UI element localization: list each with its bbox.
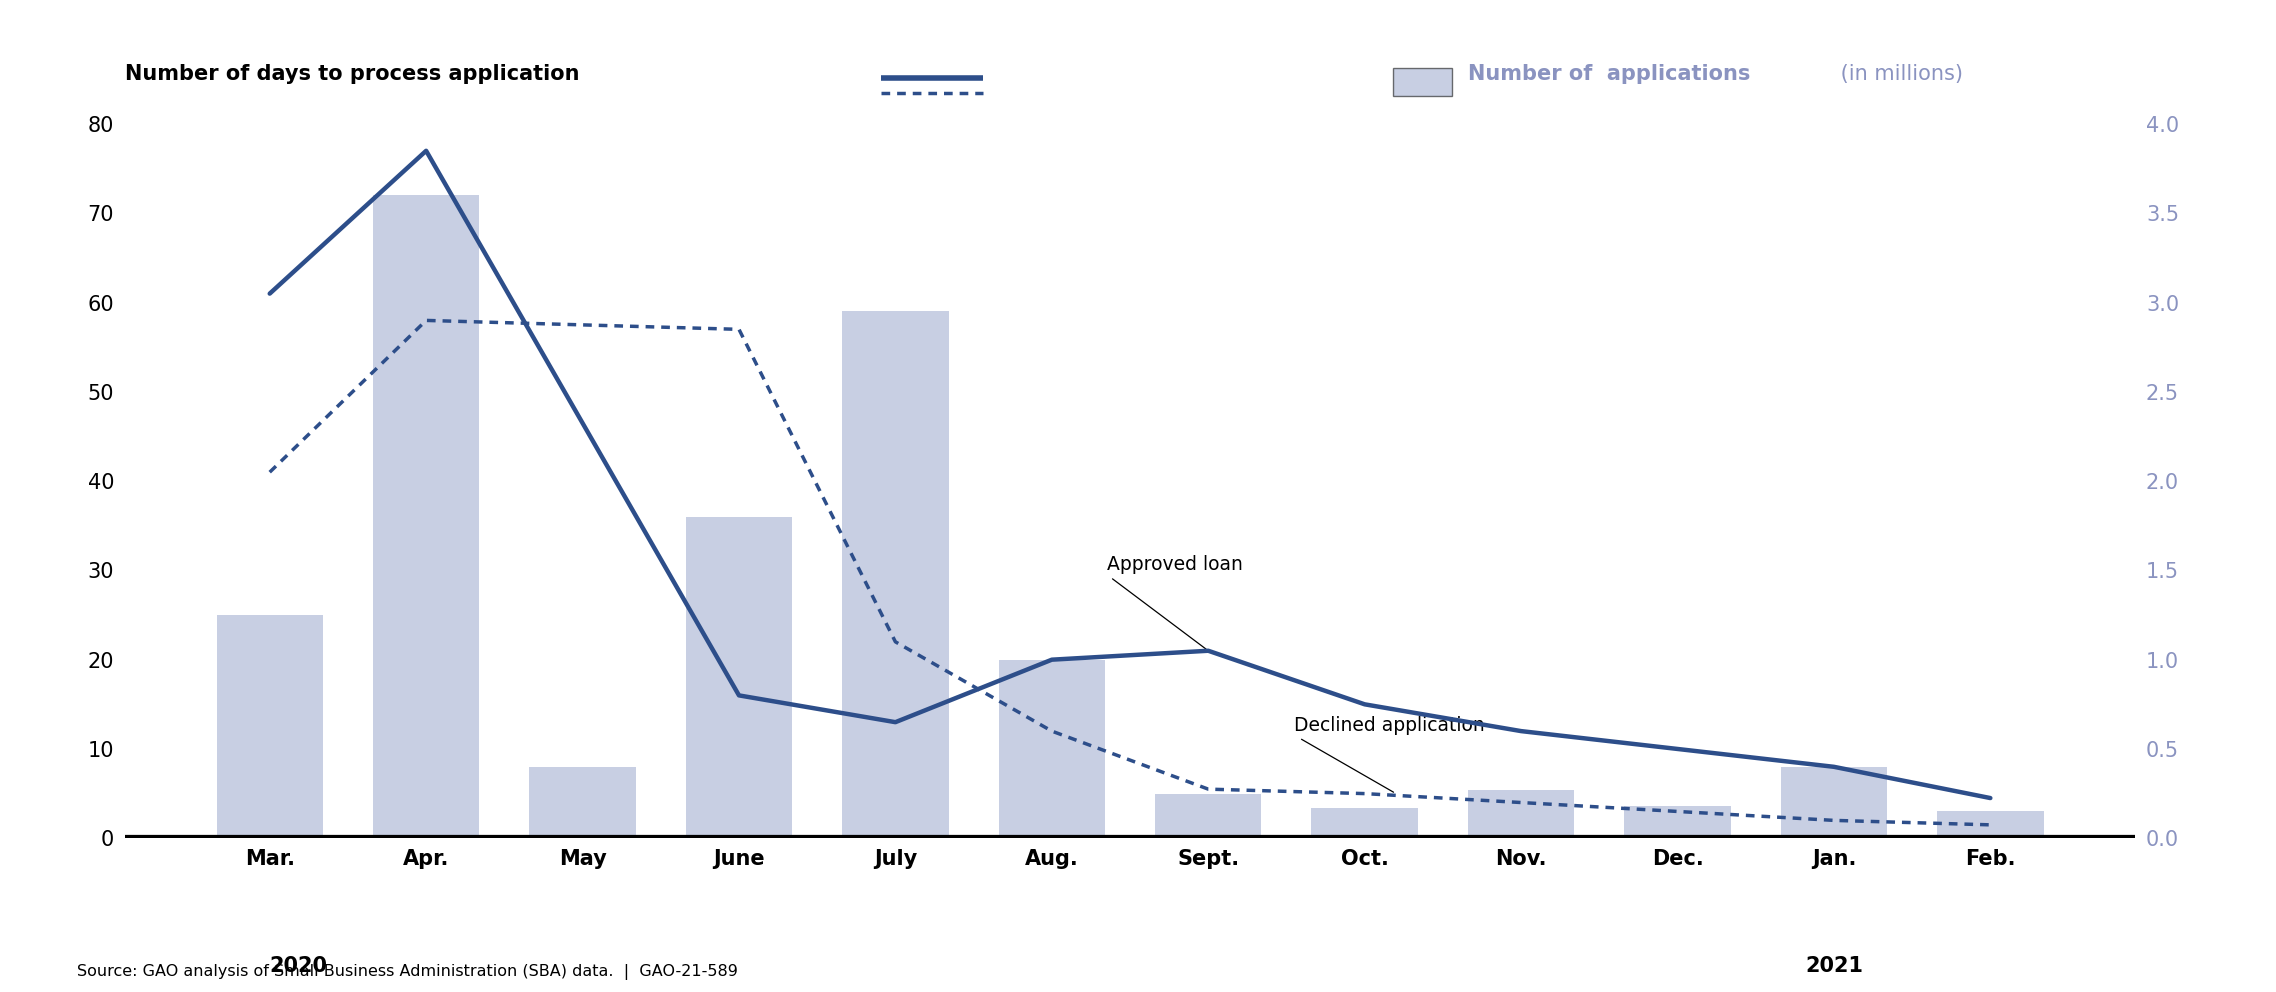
Text: (in millions): (in millions) [1834, 64, 1964, 84]
Bar [685, 517, 792, 838]
Bar [1468, 790, 1575, 838]
Bar [373, 195, 480, 838]
FancyBboxPatch shape [1393, 68, 1452, 96]
Bar [1625, 806, 1730, 838]
Bar [1780, 767, 1887, 838]
Text: Approved loan: Approved loan [1106, 556, 1243, 649]
Bar [1937, 811, 2044, 838]
Text: Declined application: Declined application [1295, 716, 1484, 793]
Text: Source: GAO analysis of Small Business Administration (SBA) data.  |  GAO-21-589: Source: GAO analysis of Small Business A… [77, 964, 737, 980]
Text: Number of  applications: Number of applications [1468, 64, 1750, 84]
Bar [999, 660, 1106, 838]
Text: 2021: 2021 [1805, 956, 1864, 976]
Text: Number of days to process application: Number of days to process application [125, 64, 580, 84]
Bar [1154, 794, 1261, 838]
Bar [842, 311, 949, 838]
Bar [216, 615, 323, 838]
Bar [1311, 807, 1418, 838]
Bar [530, 767, 635, 838]
Text: 2020: 2020 [271, 956, 328, 976]
